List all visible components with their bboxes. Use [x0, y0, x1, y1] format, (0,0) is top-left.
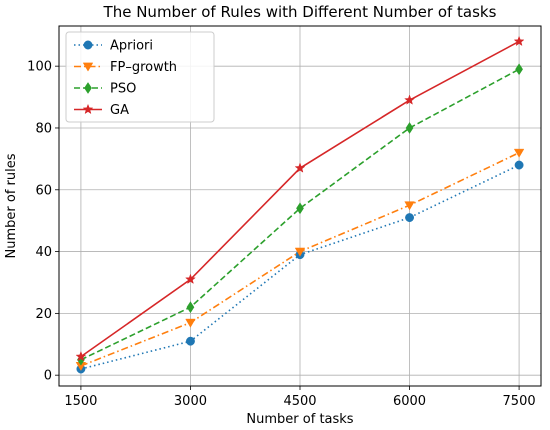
series-pso	[77, 63, 523, 366]
chart-title: The Number of Rules with Different Numbe…	[103, 3, 497, 21]
data-point	[514, 160, 524, 170]
data-point	[296, 202, 304, 215]
series-line-pso	[80, 68, 520, 361]
y-axis-label: Number of rules	[4, 153, 19, 258]
series-ga	[75, 35, 525, 362]
legend-label: GA	[110, 103, 129, 118]
data-point	[185, 273, 196, 285]
x-tick-label: 6000	[393, 394, 426, 409]
legend-marker	[82, 62, 94, 72]
data-point	[294, 162, 306, 173]
legend-marker	[82, 103, 94, 115]
y-tick-label: 100	[27, 60, 52, 75]
data-point	[513, 148, 525, 158]
y-tick-label: 80	[35, 121, 52, 136]
legend-label: Apriori	[110, 39, 153, 54]
y-tick-label: 20	[35, 307, 52, 322]
data-point	[404, 201, 415, 211]
data-point	[513, 35, 525, 47]
y-tick-label: 60	[35, 183, 52, 198]
y-tick-label: 40	[35, 245, 52, 260]
data-point	[294, 247, 306, 257]
series-fp-growth	[75, 148, 525, 372]
data-point	[75, 350, 87, 362]
x-tick-label: 1500	[64, 394, 97, 409]
x-tick-label: 4500	[283, 394, 316, 409]
legend-label: FP–growth	[110, 60, 177, 75]
series-layer	[75, 35, 525, 374]
x-axis-label: Number of tasks	[246, 412, 353, 427]
legend-marker	[84, 82, 92, 94]
legend-box	[65, 31, 215, 123]
data-point	[186, 336, 195, 346]
data-point	[404, 94, 415, 105]
data-point	[185, 318, 196, 328]
data-point	[186, 301, 195, 314]
y-tick-label: 0	[44, 369, 52, 384]
legend-label: PSO	[110, 82, 136, 97]
data-point	[405, 122, 414, 134]
data-point	[515, 63, 523, 76]
x-tick-label: 3000	[174, 394, 207, 409]
data-point	[405, 213, 414, 223]
legend: Apriori FP–growth PSO GA	[65, 31, 215, 123]
axes: 1500 3000 4500 6000 7500 0 20 40 60 80 100	[27, 60, 535, 409]
x-tick-label: 7500	[503, 394, 536, 409]
legend-marker	[83, 40, 93, 50]
